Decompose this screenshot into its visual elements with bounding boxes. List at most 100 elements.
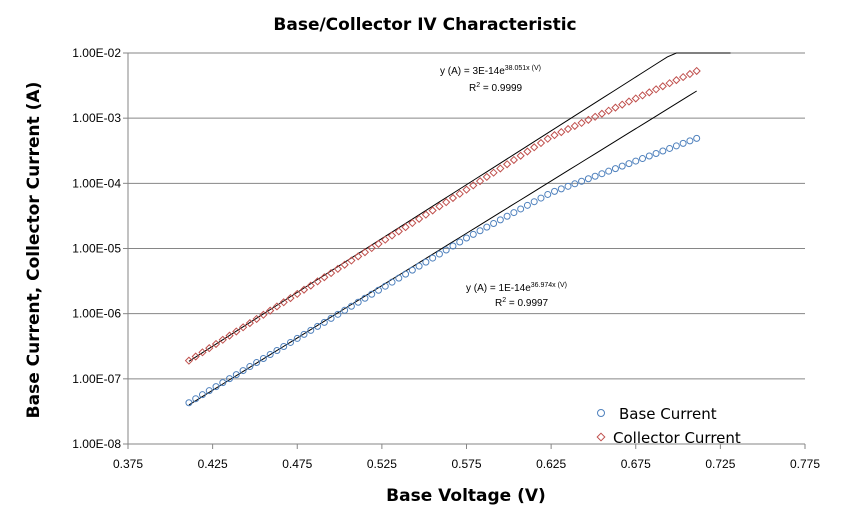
data-point (232, 327, 241, 336)
data-point (293, 334, 301, 342)
data-point (645, 88, 654, 97)
legend-label: Base Current (619, 405, 717, 423)
data-point (658, 82, 667, 91)
data-point (685, 69, 695, 79)
data-point (211, 339, 221, 349)
legend: Base Current Collector Current (596, 405, 741, 447)
trendline-equation: y (A) = 3E-14e38.051x (V) R2 = 0.9999 (440, 65, 541, 94)
data-point (530, 143, 539, 152)
data-point (611, 103, 620, 112)
data-point (462, 185, 471, 194)
data-point (347, 256, 356, 265)
data-point (564, 182, 572, 190)
data-point (666, 144, 674, 152)
data-point (475, 177, 485, 186)
y-tick-label: 1.00E-06 (72, 307, 121, 321)
data-point (205, 387, 213, 395)
series-base-current (185, 134, 701, 407)
data-point (665, 79, 674, 88)
data-point (645, 152, 653, 160)
x-tick-label: 0.625 (536, 457, 566, 471)
chart-title: Base/Collector IV Characteristic (273, 15, 576, 35)
data-point (299, 285, 309, 294)
data-point (259, 355, 267, 363)
x-axis-title: Base Voltage (V) (386, 486, 546, 506)
y-tick-label: 1.00E-02 (72, 46, 121, 60)
data-point (408, 218, 417, 228)
data-point (245, 319, 254, 328)
data-point (482, 172, 491, 182)
data-point (429, 254, 437, 262)
x-tick-label: 0.375 (113, 457, 143, 471)
data-point (333, 264, 342, 274)
data-point (225, 331, 234, 340)
data-point (679, 72, 688, 82)
data-point (192, 395, 200, 403)
data-point (326, 268, 336, 278)
data-point (510, 209, 518, 217)
data-point (563, 124, 573, 134)
r-squared-text: R2 = 0.9997 (495, 297, 549, 309)
data-point (334, 310, 342, 318)
data-point (611, 165, 619, 173)
data-point (232, 371, 240, 379)
x-tick-label: 0.575 (451, 457, 481, 471)
data-point (408, 266, 416, 274)
trendline (188, 52, 731, 362)
data-point (341, 306, 349, 314)
data-point (483, 223, 491, 231)
grid (128, 52, 805, 445)
legend-entry: Collector Current (596, 429, 741, 447)
data-point (631, 94, 640, 103)
data-point (523, 201, 531, 209)
x-tick-label: 0.525 (367, 457, 397, 471)
data-point (306, 281, 315, 290)
data-point (435, 250, 443, 258)
data-point (280, 342, 288, 350)
data-point (442, 198, 451, 207)
data-point (374, 239, 383, 248)
data-point (320, 318, 328, 326)
data-point (605, 167, 613, 175)
data-point (402, 270, 410, 278)
data-point (489, 168, 498, 177)
y-tick-label: 1.00E-05 (72, 242, 121, 256)
data-point (253, 359, 261, 367)
data-point (632, 157, 640, 165)
data-point (692, 66, 701, 76)
data-point (226, 375, 234, 383)
data-point (490, 219, 498, 227)
data-point (415, 214, 424, 223)
data-point (570, 121, 579, 131)
data-point (239, 367, 247, 375)
data-point (367, 243, 376, 253)
legend-entry: Base Current (597, 405, 717, 423)
axes: 1.00E-02 1.00E-03 1.00E-04 1.00E-05 1.00E-06… (72, 46, 820, 471)
data-point (537, 194, 545, 202)
data-point (320, 273, 329, 282)
data-point (456, 238, 464, 246)
data-point (205, 344, 214, 353)
data-point (618, 162, 626, 170)
data-point (536, 138, 546, 148)
data-point (638, 91, 647, 100)
data-point (509, 155, 518, 165)
y-tick-label: 1.00E-07 (72, 372, 121, 386)
data-point (313, 277, 322, 286)
data-point (184, 356, 194, 365)
data-point (354, 298, 362, 306)
data-point (624, 97, 634, 106)
x-tick-label: 0.775 (790, 457, 820, 471)
data-point (191, 352, 200, 361)
x-tick-label: 0.425 (198, 457, 228, 471)
y-axis-title: Base Current, Collector Current (A) (24, 82, 44, 419)
data-point (557, 185, 565, 193)
data-point (340, 260, 349, 269)
data-point (293, 289, 302, 299)
data-point (246, 363, 254, 371)
data-point (360, 248, 370, 257)
data-point (516, 151, 525, 160)
data-point (598, 170, 606, 178)
data-point (374, 286, 382, 294)
r-squared-text: R2 = 0.9999 (469, 82, 523, 94)
